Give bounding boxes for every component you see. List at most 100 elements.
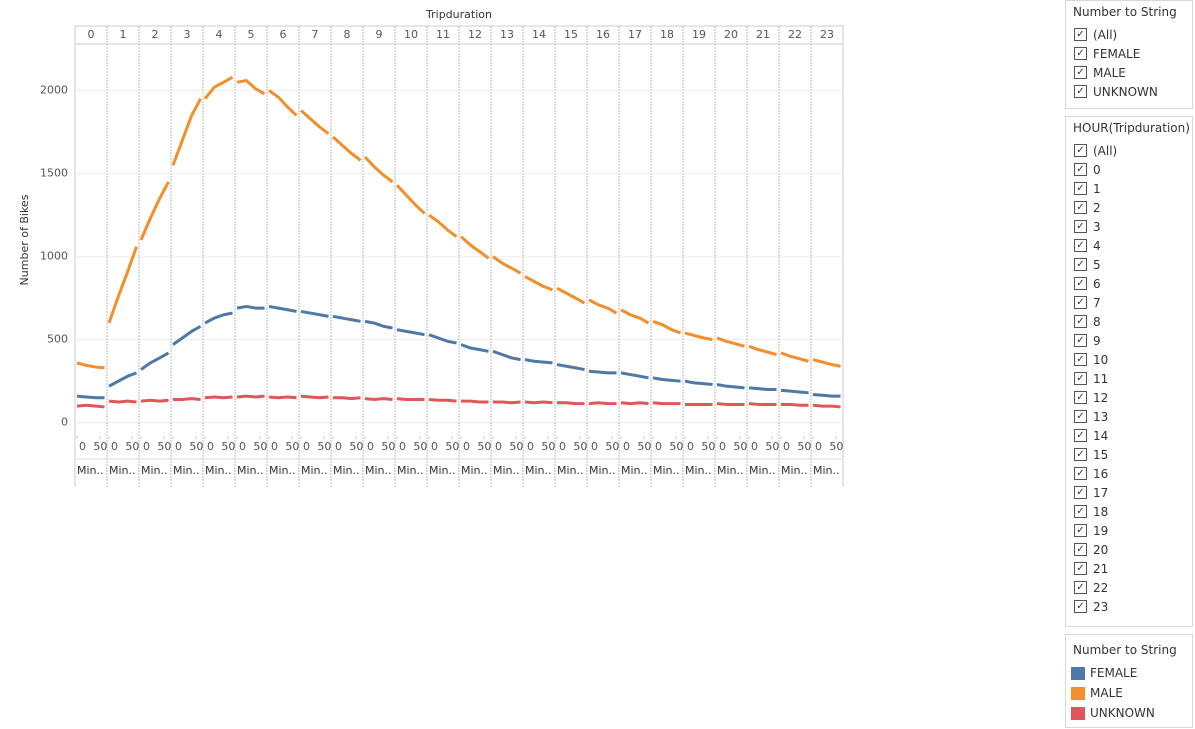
series-line	[620, 371, 649, 380]
filter-item[interactable]: ✓ 1	[1066, 179, 1192, 198]
panel-label: 13	[500, 28, 514, 41]
filter-item[interactable]: ✓ 13	[1066, 407, 1192, 426]
filter-item[interactable]: ✓ 16	[1066, 464, 1192, 483]
series-line	[332, 135, 362, 162]
filter-item[interactable]: ✓ MALE	[1066, 63, 1192, 82]
filter-label: 6	[1093, 276, 1101, 291]
checkbox: ✓	[1074, 448, 1087, 461]
y-tick-label: 1000	[40, 250, 68, 263]
x-tick-label: 50	[285, 440, 299, 453]
series-line	[76, 403, 105, 409]
x-unit-label: Min..	[653, 464, 680, 477]
filter-item[interactable]: ✓ 8	[1066, 312, 1192, 331]
checkbox: ✓	[1074, 429, 1087, 442]
filter-item[interactable]: ✓ (All)	[1066, 141, 1192, 160]
filter-item[interactable]: ✓ 12	[1066, 388, 1192, 407]
filter-item[interactable]: ✓ FEMALE	[1066, 44, 1192, 63]
x-tick-label: 0	[239, 440, 246, 453]
checkbox: ✓	[1074, 600, 1087, 613]
filter-label: FEMALE	[1093, 46, 1141, 61]
checkbox: ✓	[1074, 334, 1087, 347]
filter-item[interactable]: ✓ 6	[1066, 274, 1192, 293]
chart-title: Tripduration	[425, 8, 492, 21]
panel-label: 1	[120, 28, 127, 41]
filter-item[interactable]: ✓ 2	[1066, 198, 1192, 217]
panel-label: 16	[596, 28, 610, 41]
series-line	[716, 383, 745, 390]
series-line	[395, 184, 426, 215]
filter-item[interactable]: ✓ 20	[1066, 540, 1192, 559]
x-tick-label: 0	[687, 440, 694, 453]
x-tick-label: 0	[495, 440, 502, 453]
series-line	[108, 399, 137, 404]
series-line	[781, 402, 809, 407]
series-line	[364, 397, 393, 401]
filter-item[interactable]: ✓ 9	[1066, 331, 1192, 350]
series-line	[524, 275, 554, 292]
filter-item[interactable]: ✓ 4	[1066, 236, 1192, 255]
checkbox: ✓	[1074, 524, 1087, 537]
x-unit-label: Min..	[717, 464, 744, 477]
legend-label: FEMALE	[1090, 666, 1138, 680]
series-line	[652, 401, 681, 406]
filter-label: 10	[1093, 352, 1109, 367]
filter-label: (All)	[1093, 143, 1118, 158]
filter-item[interactable]: ✓ 18	[1066, 502, 1192, 521]
panel-label: 18	[660, 28, 674, 41]
panel-label: 4	[216, 28, 223, 41]
x-tick-label: 0	[271, 440, 278, 453]
series-line	[268, 395, 297, 400]
series-line	[300, 109, 330, 135]
checkbox: ✓	[1074, 28, 1087, 41]
filter-item[interactable]: ✓ 23	[1066, 597, 1192, 616]
checkbox: ✓	[1074, 353, 1087, 366]
panel-label: 15	[564, 28, 578, 41]
filter-item[interactable]: ✓ 7	[1066, 293, 1192, 312]
series-line	[460, 343, 489, 353]
series-line	[812, 403, 841, 409]
filter-item[interactable]: ✓ 3	[1066, 217, 1192, 236]
filter-item[interactable]: ✓ 21	[1066, 559, 1192, 578]
filter-label: 21	[1093, 561, 1109, 576]
series-line	[396, 328, 425, 337]
filter-item[interactable]: ✓ 15	[1066, 445, 1192, 464]
x-unit-label: Min..	[781, 464, 808, 477]
filter-item[interactable]: ✓ 17	[1066, 483, 1192, 502]
x-unit-label: Min..	[301, 464, 328, 477]
filter-item[interactable]: ✓ 5	[1066, 255, 1192, 274]
filter-item[interactable]: ✓ 19	[1066, 521, 1192, 540]
x-tick-label: 0	[463, 440, 470, 453]
series-line	[203, 75, 234, 100]
series-line	[492, 255, 522, 275]
filter-label: 16	[1093, 466, 1109, 481]
panel-label: 21	[756, 28, 770, 41]
panel-label: 9	[376, 28, 383, 41]
x-tick-label: 50	[541, 440, 555, 453]
x-tick-label: 0	[559, 440, 566, 453]
x-tick-label: 50	[413, 440, 427, 453]
checkbox: ✓	[1074, 47, 1087, 60]
filter-item[interactable]: ✓ 14	[1066, 426, 1192, 445]
filter-item[interactable]: ✓ UNKNOWN	[1066, 82, 1192, 101]
series-line	[716, 336, 745, 348]
y-tick-label: 0	[61, 416, 68, 429]
filter-item[interactable]: ✓ 11	[1066, 369, 1192, 388]
filter-item[interactable]: ✓ 10	[1066, 350, 1192, 369]
x-unit-label: Min..	[173, 464, 200, 477]
x-tick-label: 50	[829, 440, 843, 453]
filter-label: 11	[1093, 371, 1109, 386]
legend-title: Number to String	[1073, 643, 1177, 657]
checkbox: ✓	[1074, 182, 1087, 195]
panel-label: 12	[468, 28, 482, 41]
filter-label: 18	[1093, 504, 1109, 519]
filter-item[interactable]: ✓ (All)	[1066, 25, 1192, 44]
filter-item[interactable]: ✓ 0	[1066, 160, 1192, 179]
filter-label: 2	[1093, 200, 1101, 215]
filter-label: 15	[1093, 447, 1109, 462]
filter-item[interactable]: ✓ 22	[1066, 578, 1192, 597]
x-tick-label: 0	[719, 440, 726, 453]
panel-label: 6	[280, 28, 287, 41]
series-line	[428, 333, 457, 345]
x-unit-label: Min..	[109, 464, 136, 477]
x-tick-label: 50	[221, 440, 235, 453]
